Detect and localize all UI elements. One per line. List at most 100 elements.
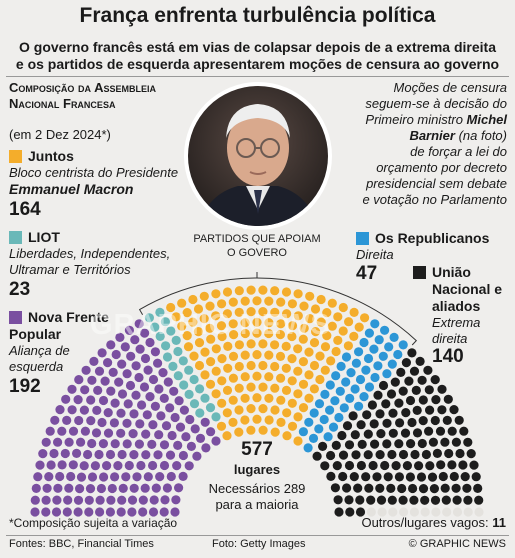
seat bbox=[424, 385, 434, 395]
seat bbox=[408, 483, 418, 494]
seat bbox=[316, 294, 326, 305]
seat bbox=[200, 347, 210, 357]
seat bbox=[216, 421, 227, 431]
seat bbox=[155, 307, 165, 317]
seat bbox=[155, 331, 165, 341]
seat bbox=[116, 428, 126, 438]
seat bbox=[293, 366, 303, 376]
bottom-divider bbox=[6, 535, 509, 536]
party-rn-name: União bbox=[413, 264, 471, 280]
note-name-last: Barnier bbox=[409, 128, 455, 143]
seat bbox=[298, 357, 308, 367]
seat bbox=[211, 289, 221, 299]
seat bbox=[246, 360, 256, 371]
seat bbox=[131, 361, 141, 371]
seat bbox=[336, 361, 346, 371]
seat bbox=[331, 371, 341, 381]
seat bbox=[33, 472, 43, 482]
seat bbox=[41, 437, 51, 447]
seat bbox=[455, 448, 465, 459]
seat bbox=[192, 451, 202, 461]
seat bbox=[430, 495, 441, 505]
seat bbox=[156, 411, 166, 421]
party-nfp-seats: 192 bbox=[9, 376, 41, 397]
seat bbox=[359, 337, 369, 348]
seat bbox=[287, 398, 297, 408]
seat bbox=[330, 396, 340, 406]
party-lr-seats: 47 bbox=[356, 263, 378, 284]
seat bbox=[270, 307, 280, 317]
seat bbox=[401, 358, 411, 368]
seat bbox=[118, 483, 128, 493]
seat bbox=[246, 425, 256, 435]
seat bbox=[370, 319, 380, 329]
seat bbox=[293, 311, 303, 321]
seat bbox=[85, 484, 96, 494]
seat bbox=[95, 507, 105, 517]
liot-desc-2: Ultramar e Territórios bbox=[9, 262, 131, 277]
seat bbox=[282, 309, 292, 319]
seat bbox=[155, 472, 165, 482]
seat bbox=[131, 390, 141, 400]
subtitle-line-2: e os partidos de esquerda apresentarem m… bbox=[15, 56, 500, 72]
seat bbox=[326, 450, 336, 461]
seat bbox=[349, 472, 359, 482]
seat bbox=[418, 395, 428, 405]
seat bbox=[363, 353, 374, 364]
seat bbox=[102, 461, 112, 471]
seat bbox=[389, 332, 399, 342]
seat bbox=[454, 415, 464, 425]
seat bbox=[141, 450, 151, 460]
seat bbox=[240, 350, 250, 360]
seat bbox=[53, 437, 63, 447]
seat bbox=[380, 460, 390, 471]
seat bbox=[76, 472, 87, 482]
seat bbox=[399, 507, 409, 517]
seat bbox=[80, 385, 90, 395]
seat bbox=[252, 393, 262, 403]
seat bbox=[223, 341, 233, 351]
seat bbox=[314, 399, 325, 409]
seat bbox=[258, 285, 268, 295]
seat bbox=[110, 398, 120, 408]
seat bbox=[234, 383, 244, 393]
seat bbox=[401, 408, 411, 418]
seat bbox=[64, 437, 74, 447]
seat bbox=[159, 460, 170, 471]
seat bbox=[420, 507, 430, 517]
seat bbox=[360, 313, 370, 323]
seat bbox=[436, 460, 446, 470]
seat bbox=[188, 294, 198, 305]
seat bbox=[122, 369, 132, 379]
seat bbox=[86, 416, 96, 426]
seat bbox=[73, 395, 83, 405]
seat bbox=[355, 495, 365, 505]
seat bbox=[134, 439, 144, 449]
seat bbox=[129, 450, 139, 460]
seat bbox=[222, 385, 233, 395]
seat bbox=[440, 437, 450, 447]
seat bbox=[264, 296, 274, 306]
seat bbox=[222, 309, 232, 319]
seat bbox=[387, 359, 397, 369]
seat bbox=[145, 337, 155, 348]
seat bbox=[222, 431, 232, 441]
seat bbox=[287, 299, 297, 309]
seat bbox=[309, 338, 320, 348]
seat bbox=[395, 418, 405, 428]
seat bbox=[323, 432, 333, 442]
party-liot-desc: Liberdades, Independentes, Ultramar e Te… bbox=[9, 246, 170, 278]
others-value: 11 bbox=[492, 515, 506, 530]
seat bbox=[442, 507, 452, 517]
nfp-swatch bbox=[9, 310, 22, 324]
seat bbox=[405, 472, 415, 482]
seat bbox=[378, 380, 389, 391]
seat bbox=[189, 374, 199, 385]
majority-line-1: Necessários 289 bbox=[208, 481, 306, 496]
seat bbox=[179, 405, 189, 415]
seat bbox=[108, 367, 118, 377]
seat bbox=[355, 507, 366, 517]
seat bbox=[420, 495, 430, 505]
seat bbox=[117, 449, 127, 460]
seat bbox=[61, 394, 71, 404]
